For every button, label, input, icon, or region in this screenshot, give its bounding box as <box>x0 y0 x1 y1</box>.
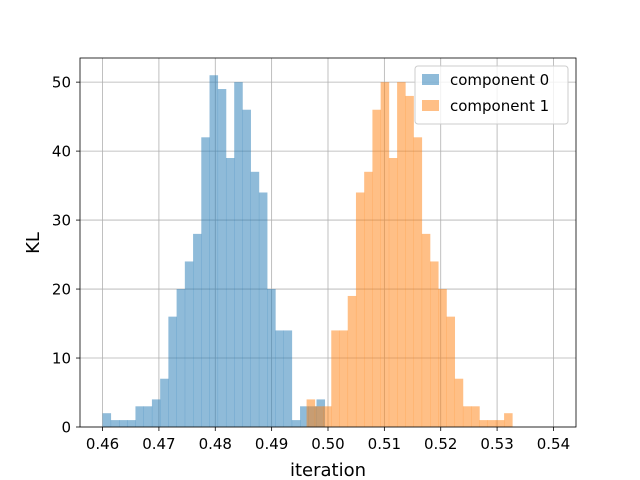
histogram-bar-series-0 <box>193 233 202 427</box>
legend-swatch <box>422 74 439 85</box>
legend-label: component 0 <box>450 71 549 89</box>
histogram-bar-series-0 <box>201 137 210 428</box>
y-tick-label: 40 <box>52 143 71 161</box>
x-tick-label: 0.49 <box>255 435 288 453</box>
y-tick-label: 30 <box>52 212 71 230</box>
histogram-bar-series-1 <box>397 82 406 427</box>
histogram-bar-series-0 <box>127 420 136 427</box>
y-tick-label: 10 <box>52 350 71 368</box>
histogram-bar-series-0 <box>225 158 235 427</box>
histogram-bar-series-0 <box>102 413 112 427</box>
histogram-bar-series-1 <box>388 158 398 427</box>
histogram-bar-series-0 <box>250 171 260 427</box>
histogram-bar-series-1 <box>405 95 414 428</box>
histogram-bar-series-0 <box>209 75 219 428</box>
histogram-bar-series-0 <box>160 378 169 427</box>
x-tick-label: 0.46 <box>86 435 119 453</box>
x-tick-label: 0.53 <box>480 435 513 453</box>
x-tick-label: 0.47 <box>142 435 175 453</box>
y-tick-label: 0 <box>61 419 71 437</box>
histogram-bar-series-1 <box>462 406 472 427</box>
histogram-bar-series-1 <box>454 378 464 427</box>
histogram-bar-series-1 <box>355 192 365 427</box>
x-tick-label: 0.51 <box>368 435 401 453</box>
histogram-bar-series-1 <box>347 295 357 427</box>
histogram-bar-series-0 <box>275 330 284 427</box>
histogram-bar-series-1 <box>413 137 423 428</box>
legend-swatch <box>422 100 439 111</box>
legend: component 0 component 1 <box>414 65 569 125</box>
histogram-bar-series-1 <box>323 406 332 427</box>
histogram-bar-series-1 <box>504 413 513 427</box>
legend-label: component 1 <box>450 97 549 115</box>
x-tick-label: 0.50 <box>311 435 344 453</box>
histogram-bar-series-0 <box>291 420 301 427</box>
histogram-bar-series-0 <box>258 192 268 427</box>
x-axis-label: iteration <box>290 460 366 480</box>
x-tick-label: 0.54 <box>537 435 570 453</box>
histogram-bar-series-1 <box>339 330 349 427</box>
histogram-bar-series-0 <box>151 399 161 427</box>
histogram-bar-series-0 <box>119 420 128 427</box>
histogram-bar-series-1 <box>430 261 439 427</box>
histogram-bar-series-1 <box>438 289 447 427</box>
histogram-bar-series-1 <box>380 82 390 427</box>
histogram-bar-series-1 <box>495 420 505 427</box>
histogram-bar-series-0 <box>283 330 293 427</box>
histogram-bar-series-0 <box>110 420 120 427</box>
histogram-bar-series-0 <box>242 109 251 427</box>
histogram-bar-series-1 <box>421 233 431 427</box>
histogram-bar-series-0 <box>300 406 309 427</box>
histogram-bar-series-0 <box>184 261 194 427</box>
histogram-bar-series-1 <box>314 406 324 427</box>
histogram-bar-series-0 <box>143 406 153 427</box>
histogram-bar-series-1 <box>471 406 480 427</box>
histogram-bar-series-1 <box>487 420 497 427</box>
y-tick-label: 20 <box>52 281 71 299</box>
axis-ticks: 0.46 0.47 0.48 0.49 0.50 0.51 0.52 0.53 0.54 0 10 2… <box>52 74 570 453</box>
histogram-bar-series-1 <box>364 171 373 427</box>
histogram-bar-series-0 <box>217 89 227 427</box>
histogram-bar-series-1 <box>372 109 381 427</box>
x-tick-label: 0.52 <box>424 435 457 453</box>
histogram-bar-series-1 <box>331 330 340 427</box>
y-tick-label: 50 <box>52 74 71 92</box>
histogram-bar-series-0 <box>168 316 177 427</box>
histogram-bar-series-0 <box>234 82 243 427</box>
histogram-bar-series-1 <box>479 420 488 427</box>
histogram-bar-series-1 <box>446 316 456 427</box>
y-axis-label: KL <box>23 232 44 254</box>
legend-box <box>414 65 569 125</box>
x-tick-label: 0.48 <box>199 435 232 453</box>
histogram-bar-series-0 <box>267 289 276 427</box>
histogram-bar-series-0 <box>176 289 186 427</box>
histogram-bars <box>102 75 513 428</box>
histogram-bar-series-0 <box>135 406 144 427</box>
histogram-bar-series-1 <box>306 399 316 427</box>
